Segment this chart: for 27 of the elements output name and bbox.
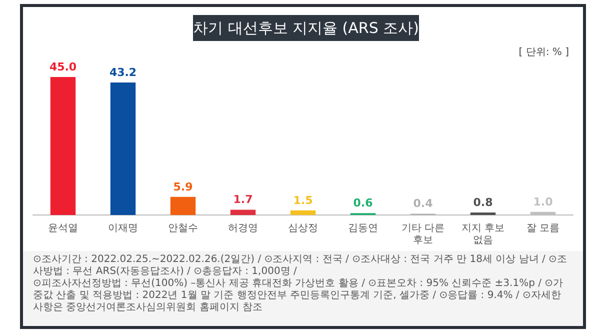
x-tick-label: 김동연 (348, 222, 378, 234)
data-label: 0.8 (473, 196, 493, 209)
x-tick-label: 이재명 (108, 222, 138, 234)
x-tick-label: 기타 다른 후보 (402, 222, 444, 246)
x-tick-label: 심상정 (288, 222, 318, 234)
bar (290, 210, 316, 215)
x-tick-label: 윤석열 (48, 222, 78, 234)
bar (50, 77, 76, 215)
text: ⊙피조사자선정방법 : 무선(100%) –통신사 제공 휴대전화 가상번호 활용 / ⊙표본오차 : 95% 신뢰수준 ±3.1%p / ⊙가중값 산출 및 적용방법 : 2022년 1월 말 기준 행정안전부 주민등록인구통계 기준, 셀가중 / ⊙응답률 : 9.4% / ⊙자세한 사항은 중앙선거여론조사심의위원회 홈페이지 참조 (33, 278, 564, 314)
x-tick-label: 잘 모름 (526, 222, 560, 234)
bar (110, 82, 136, 215)
data-label: 45.0 (49, 60, 77, 74)
data-label: 0.6 (353, 196, 374, 210)
x-tick-label: 지지 후보 없음 (462, 222, 504, 246)
text: ⊙조사기간 : 2022.02.25.~2022.02.26.(2일간) / ⊙조사지역 : 전국 / ⊙조사대상 : 전국 거주 만 18세 이상 남녀 / ⊙조사방법 : 무선 ARS(자동응답조사) / ⊙총응답자 : 1,000명 / (33, 254, 568, 278)
x-tick-label: 안철수 (168, 222, 198, 234)
data-label: 1.7 (233, 193, 253, 206)
data-label: 5.9 (173, 180, 193, 194)
chart-title: 차기 대선후보 지지율 (ARS 조사) (193, 15, 419, 41)
data-label: 1.0 (533, 195, 554, 208)
data-label: 1.5 (293, 194, 313, 207)
text: [ 단위: % ] (518, 46, 569, 59)
bar (170, 196, 196, 215)
x-tick-label: 허경영 (228, 222, 258, 234)
bar (230, 210, 256, 215)
data-label: 43.2 (109, 66, 137, 79)
data-label: 0.4 (413, 197, 434, 210)
